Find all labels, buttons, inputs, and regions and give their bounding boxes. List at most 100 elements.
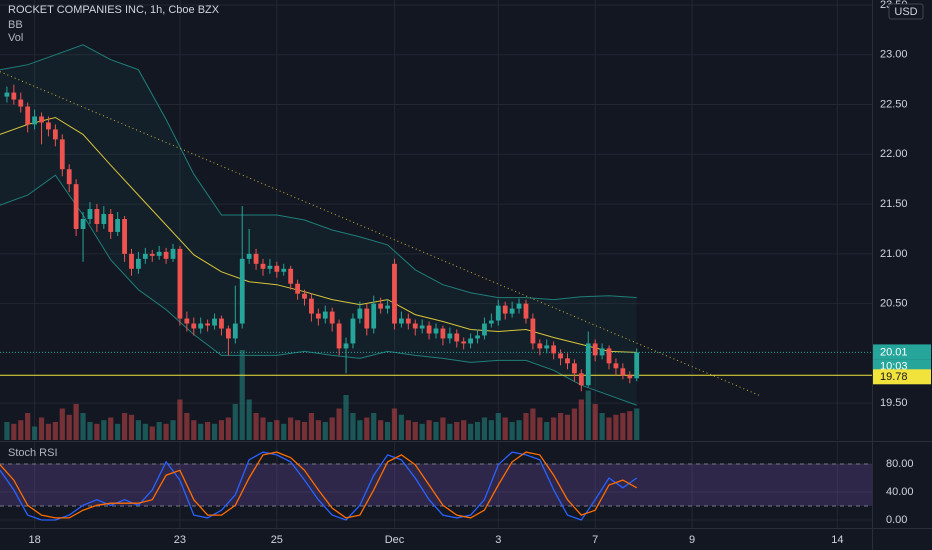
volume-bar xyxy=(523,413,529,440)
volume-bar xyxy=(156,422,162,440)
candle-body xyxy=(592,343,598,356)
volume-bar xyxy=(11,423,17,440)
volume-bar xyxy=(288,417,294,440)
candle-body xyxy=(309,298,314,314)
currency-label: USD xyxy=(894,6,917,18)
candle-body xyxy=(52,129,58,140)
y-tick-label: 21.00 xyxy=(880,248,908,260)
volume-bar xyxy=(599,413,605,440)
candle-body xyxy=(627,375,633,379)
candle-body xyxy=(18,99,24,107)
candle-body xyxy=(405,318,411,324)
volume-bar xyxy=(121,413,128,440)
candle-body xyxy=(80,219,86,229)
candle-body xyxy=(267,265,273,269)
indicator-label: Stoch RSI xyxy=(8,447,58,459)
y-tick-label: 19.50 xyxy=(880,397,908,409)
volume-bar xyxy=(419,423,425,440)
volume-bar xyxy=(398,414,404,440)
volume-bar xyxy=(585,390,591,440)
candle-body xyxy=(350,318,356,344)
y-tick-label: 21.50 xyxy=(880,198,908,210)
volume-bar xyxy=(246,399,252,440)
candle-body xyxy=(184,318,190,324)
volume-bar xyxy=(627,411,633,440)
volume-bar xyxy=(537,417,543,440)
candle-body xyxy=(32,116,38,125)
candle-body xyxy=(447,333,453,339)
candle-body xyxy=(412,323,418,329)
candle-body xyxy=(433,328,439,334)
candle-body xyxy=(25,106,31,125)
volume-bar xyxy=(281,423,287,440)
candle-body xyxy=(205,323,211,326)
x-tick-label: 9 xyxy=(689,534,695,546)
x-tick-label: 3 xyxy=(495,534,501,546)
volume-bar xyxy=(232,404,238,440)
volume-bar xyxy=(433,422,439,440)
volume-bar xyxy=(613,414,619,440)
volume-bar xyxy=(322,422,328,440)
candle-body xyxy=(122,219,127,254)
volume-bar xyxy=(294,420,301,440)
volume-bar xyxy=(578,399,584,440)
y-tick-label: 40.00 xyxy=(886,486,914,498)
candle-body xyxy=(46,122,51,130)
price-label: 20.01 xyxy=(880,346,908,358)
volume-bar xyxy=(440,417,446,440)
volume-bar xyxy=(551,417,557,440)
volume-bar xyxy=(315,420,321,440)
volume-bar xyxy=(149,426,155,440)
volume-bar xyxy=(509,422,515,440)
candle-body xyxy=(225,328,231,339)
candle-body xyxy=(156,251,162,256)
volume-bar xyxy=(474,422,481,440)
candle-body xyxy=(606,348,612,364)
volume-bar xyxy=(488,420,494,440)
y-tick-label: 22.50 xyxy=(880,98,908,110)
volume-bar xyxy=(142,423,148,440)
x-tick-label: 18 xyxy=(28,534,40,546)
candle-body xyxy=(11,92,17,100)
volume-bar xyxy=(205,422,211,440)
candle-body xyxy=(177,248,183,319)
currency-button[interactable] xyxy=(888,3,924,20)
candle-body xyxy=(523,303,529,319)
candle-body xyxy=(468,338,474,344)
volume-bar xyxy=(329,417,335,440)
volume-bar xyxy=(336,408,342,440)
volume-bar xyxy=(4,422,10,440)
volume-bar xyxy=(253,413,259,440)
candle-body xyxy=(329,311,335,324)
volume-bar xyxy=(412,422,418,440)
candle-body xyxy=(502,305,508,314)
candle-body xyxy=(274,265,280,272)
candle-body xyxy=(398,318,404,324)
candle-body xyxy=(129,253,134,269)
x-tick-label: 25 xyxy=(271,534,283,546)
volume-bar xyxy=(592,404,598,440)
volume-bar xyxy=(606,417,612,440)
volume-bar xyxy=(364,417,370,440)
x-tick-label: 7 xyxy=(592,534,598,546)
volume-bar xyxy=(135,420,142,440)
volume-bar xyxy=(170,420,176,440)
candle-body xyxy=(385,305,390,309)
candle-body xyxy=(516,303,522,309)
rsi-pane xyxy=(0,451,872,521)
candle-body xyxy=(537,343,543,349)
volume-bar xyxy=(52,422,58,440)
candle-body xyxy=(392,263,397,324)
price-label-box xyxy=(873,344,931,360)
volume-bar xyxy=(225,417,231,440)
candle-body xyxy=(149,253,155,256)
x-tick-label: Dec xyxy=(385,534,405,546)
candle-body xyxy=(39,116,44,123)
candle-body xyxy=(551,345,557,354)
y-tick-label: 20.50 xyxy=(880,298,908,310)
candle-body xyxy=(253,253,259,264)
volume-bar xyxy=(357,420,363,440)
volume-bar xyxy=(502,417,508,440)
volume-bar xyxy=(274,420,280,440)
